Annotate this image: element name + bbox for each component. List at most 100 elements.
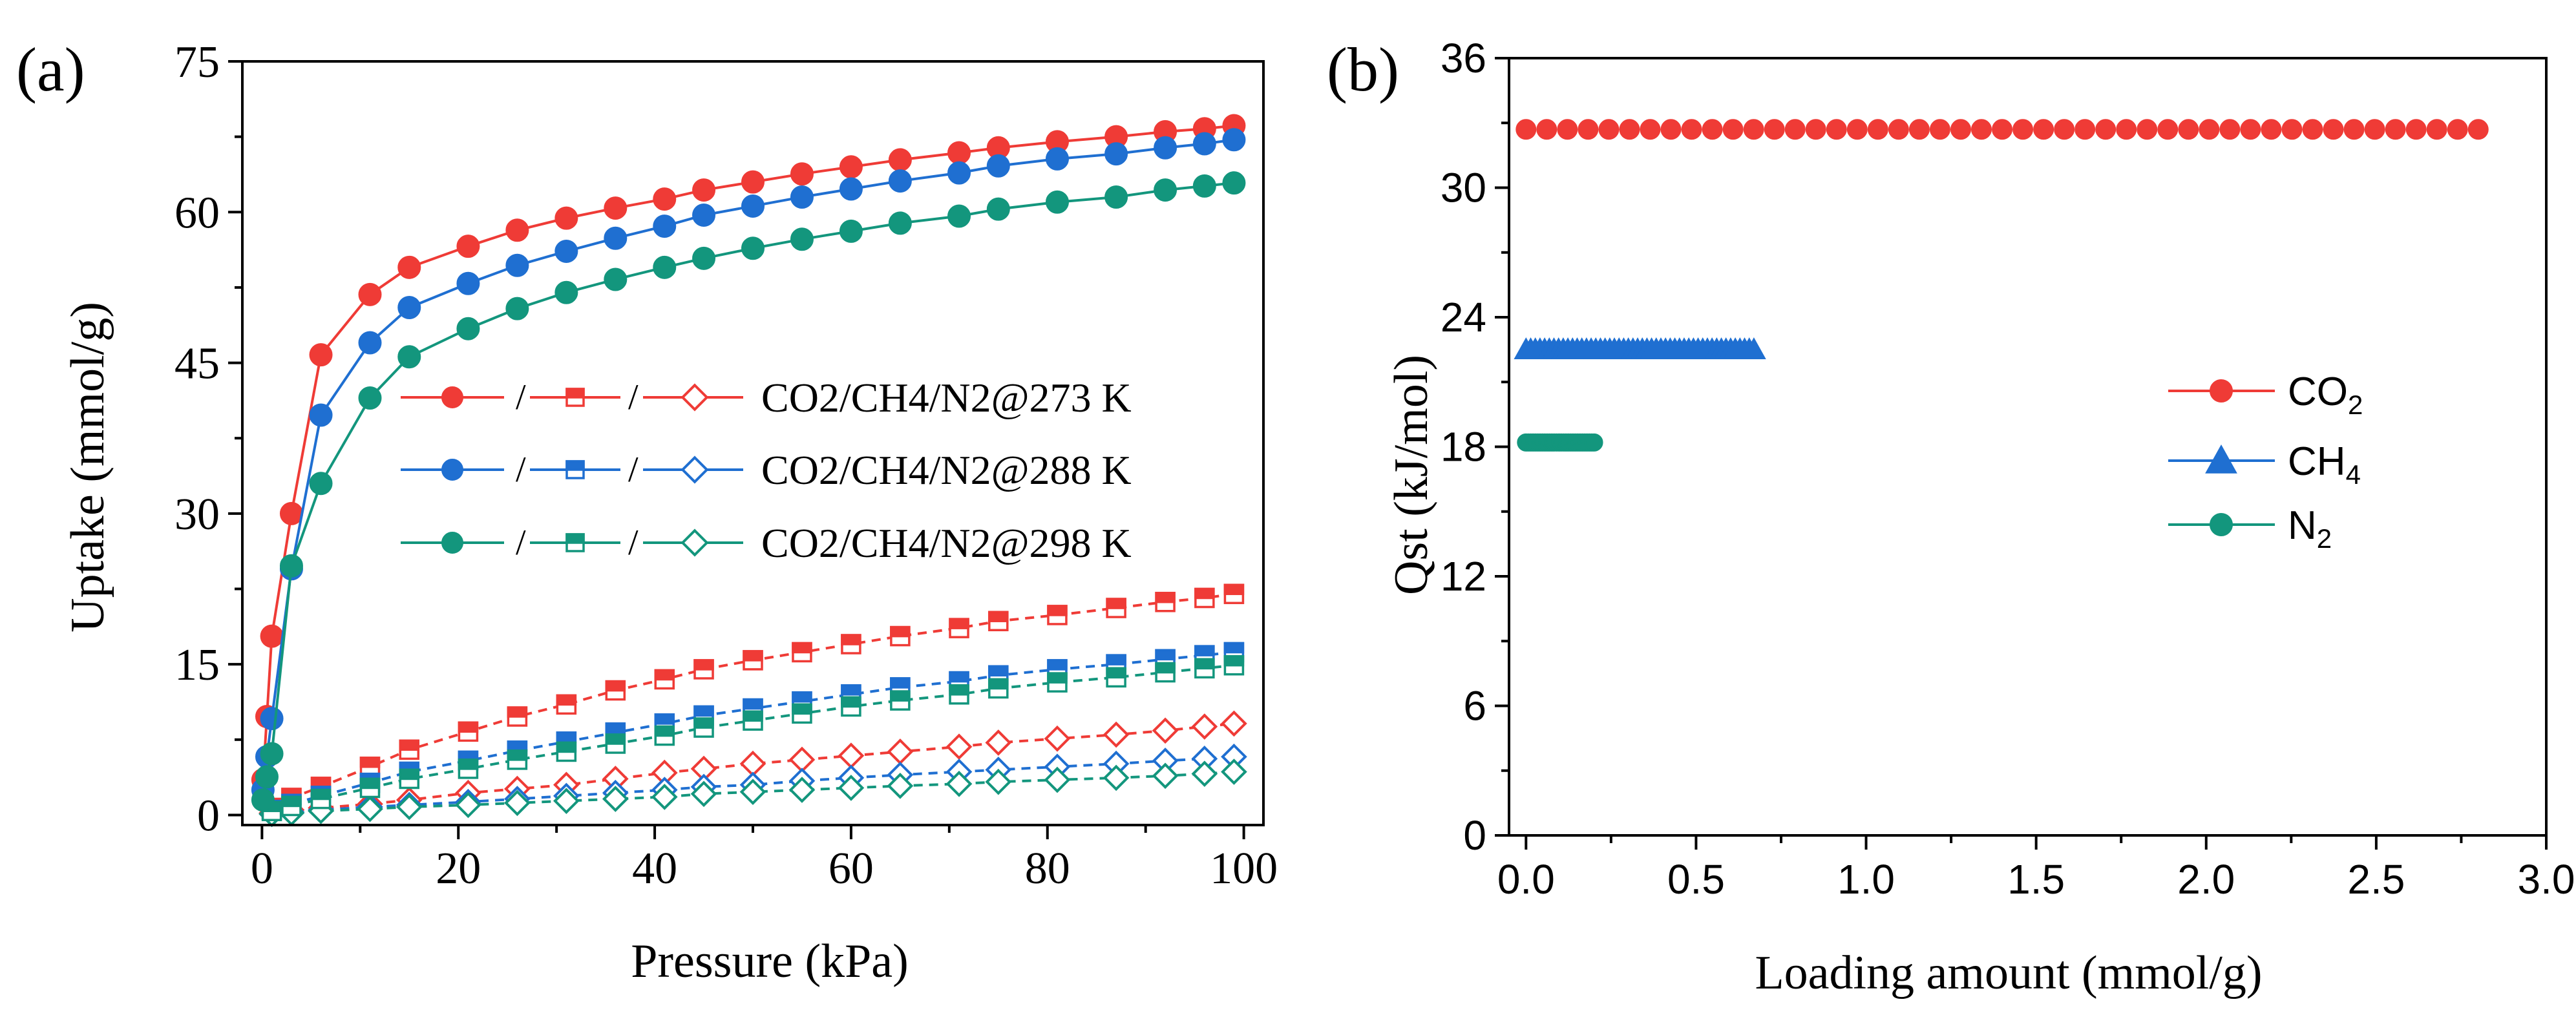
b-point — [1619, 119, 1640, 140]
a-point — [692, 203, 716, 227]
a-point — [604, 226, 628, 250]
a-point — [1194, 658, 1215, 679]
a-point — [554, 280, 578, 304]
a-legend-square — [565, 460, 585, 479]
a-point — [310, 788, 332, 810]
a-point — [255, 765, 279, 789]
b-point — [1557, 119, 1578, 140]
b-point — [1805, 119, 1826, 140]
b-y-tick-label: 6 — [1463, 683, 1486, 729]
b-point — [1660, 119, 1682, 140]
a-point — [602, 786, 629, 812]
b-point — [1722, 119, 1744, 140]
a-legend-circle — [441, 459, 463, 481]
a-point — [1045, 147, 1069, 171]
a-point — [741, 236, 765, 260]
b-x-tick-label: 0.0 — [1497, 856, 1555, 903]
b-x-tick-label: 2.5 — [2347, 856, 2405, 903]
a-point — [309, 472, 333, 496]
a-point — [260, 624, 284, 648]
a-series-CH4-298K — [261, 654, 1245, 821]
a-point — [988, 611, 1009, 632]
a-y-tick-label: 15 — [174, 640, 220, 690]
a-point — [985, 729, 1012, 756]
a-point — [654, 725, 675, 746]
a-x-tick-label: 20 — [436, 844, 481, 894]
a-x-tick-label: 100 — [1210, 844, 1278, 894]
a-point — [790, 227, 814, 251]
a-point — [741, 194, 765, 218]
a-x-tick-label: 40 — [632, 844, 677, 894]
a-point — [1044, 725, 1071, 752]
a-point — [279, 554, 303, 578]
a-legend-slash: / — [516, 377, 526, 417]
a-point — [456, 317, 480, 340]
b-point — [1515, 119, 1537, 140]
b-point — [1598, 119, 1620, 140]
a-point — [947, 204, 971, 228]
a-point — [790, 185, 814, 209]
b-y-tick-label: 24 — [1441, 294, 1486, 340]
a-point — [1047, 605, 1068, 625]
a-point — [1104, 185, 1128, 209]
b-point — [1950, 119, 1971, 140]
b-point — [1764, 119, 1785, 140]
a-point — [1222, 128, 1246, 152]
a-point — [690, 780, 717, 808]
a-series-N2-298K — [259, 759, 1247, 828]
b-point — [1908, 119, 1930, 140]
a-point — [888, 169, 912, 193]
b-point — [2405, 119, 2427, 140]
b-point — [1743, 119, 1764, 140]
a-point — [947, 161, 971, 185]
a-point — [888, 148, 912, 172]
b-legend-entry: N2 — [2168, 503, 2332, 554]
b-y-tick-label: 30 — [1441, 165, 1486, 211]
b-legend-label: CO2 — [2288, 370, 2363, 420]
b-x-axis-title: Loading amount (mmol/g) — [1755, 947, 2262, 999]
a-point — [396, 793, 423, 821]
a-point — [604, 267, 628, 291]
b-y-tick-label: 36 — [1441, 35, 1486, 81]
a-point — [1221, 710, 1247, 737]
a-point — [554, 206, 578, 230]
b-point — [2385, 119, 2406, 140]
a-point — [741, 170, 765, 194]
b-point — [1578, 119, 1599, 140]
a-point — [357, 795, 383, 822]
b-point — [2323, 119, 2344, 140]
a-point — [949, 618, 969, 638]
b-y-axis-title: Qst (kJ/mol) — [1385, 355, 1438, 595]
a-point — [1221, 759, 1247, 785]
a-point — [507, 749, 528, 770]
a-point — [281, 795, 302, 817]
a-point — [651, 784, 678, 810]
a-point — [949, 684, 969, 705]
a-point — [553, 788, 580, 815]
b-point — [2364, 119, 2385, 140]
a-point — [358, 331, 382, 355]
a-point — [790, 162, 814, 186]
a-point — [739, 779, 766, 806]
b-series-CH4 — [1514, 337, 1766, 360]
a-point — [1152, 762, 1179, 790]
a-point — [1045, 190, 1069, 214]
a-legend-slash: / — [628, 450, 639, 490]
a-point — [841, 684, 861, 705]
a-point — [358, 386, 382, 410]
a-legend-label: CO2/CH4/N2@288 K — [761, 447, 1132, 493]
a-legend-entry: / / CO2/CH4/N2@273 K — [401, 375, 1132, 421]
b-y-tick-label: 0 — [1463, 812, 1486, 859]
b-point — [2447, 119, 2468, 140]
a-legend-slash: / — [628, 377, 639, 417]
a-point — [505, 218, 529, 242]
a-point — [1044, 766, 1071, 793]
a-point — [505, 253, 529, 277]
a-point — [841, 634, 861, 654]
b-legend-marker — [2210, 513, 2233, 536]
b-point — [2178, 119, 2199, 140]
a-point — [839, 155, 863, 179]
b-y-tick-label: 18 — [1441, 424, 1486, 470]
a-point — [605, 733, 626, 754]
a-y-axis-title: Uptake (mmol/g) — [61, 302, 114, 633]
